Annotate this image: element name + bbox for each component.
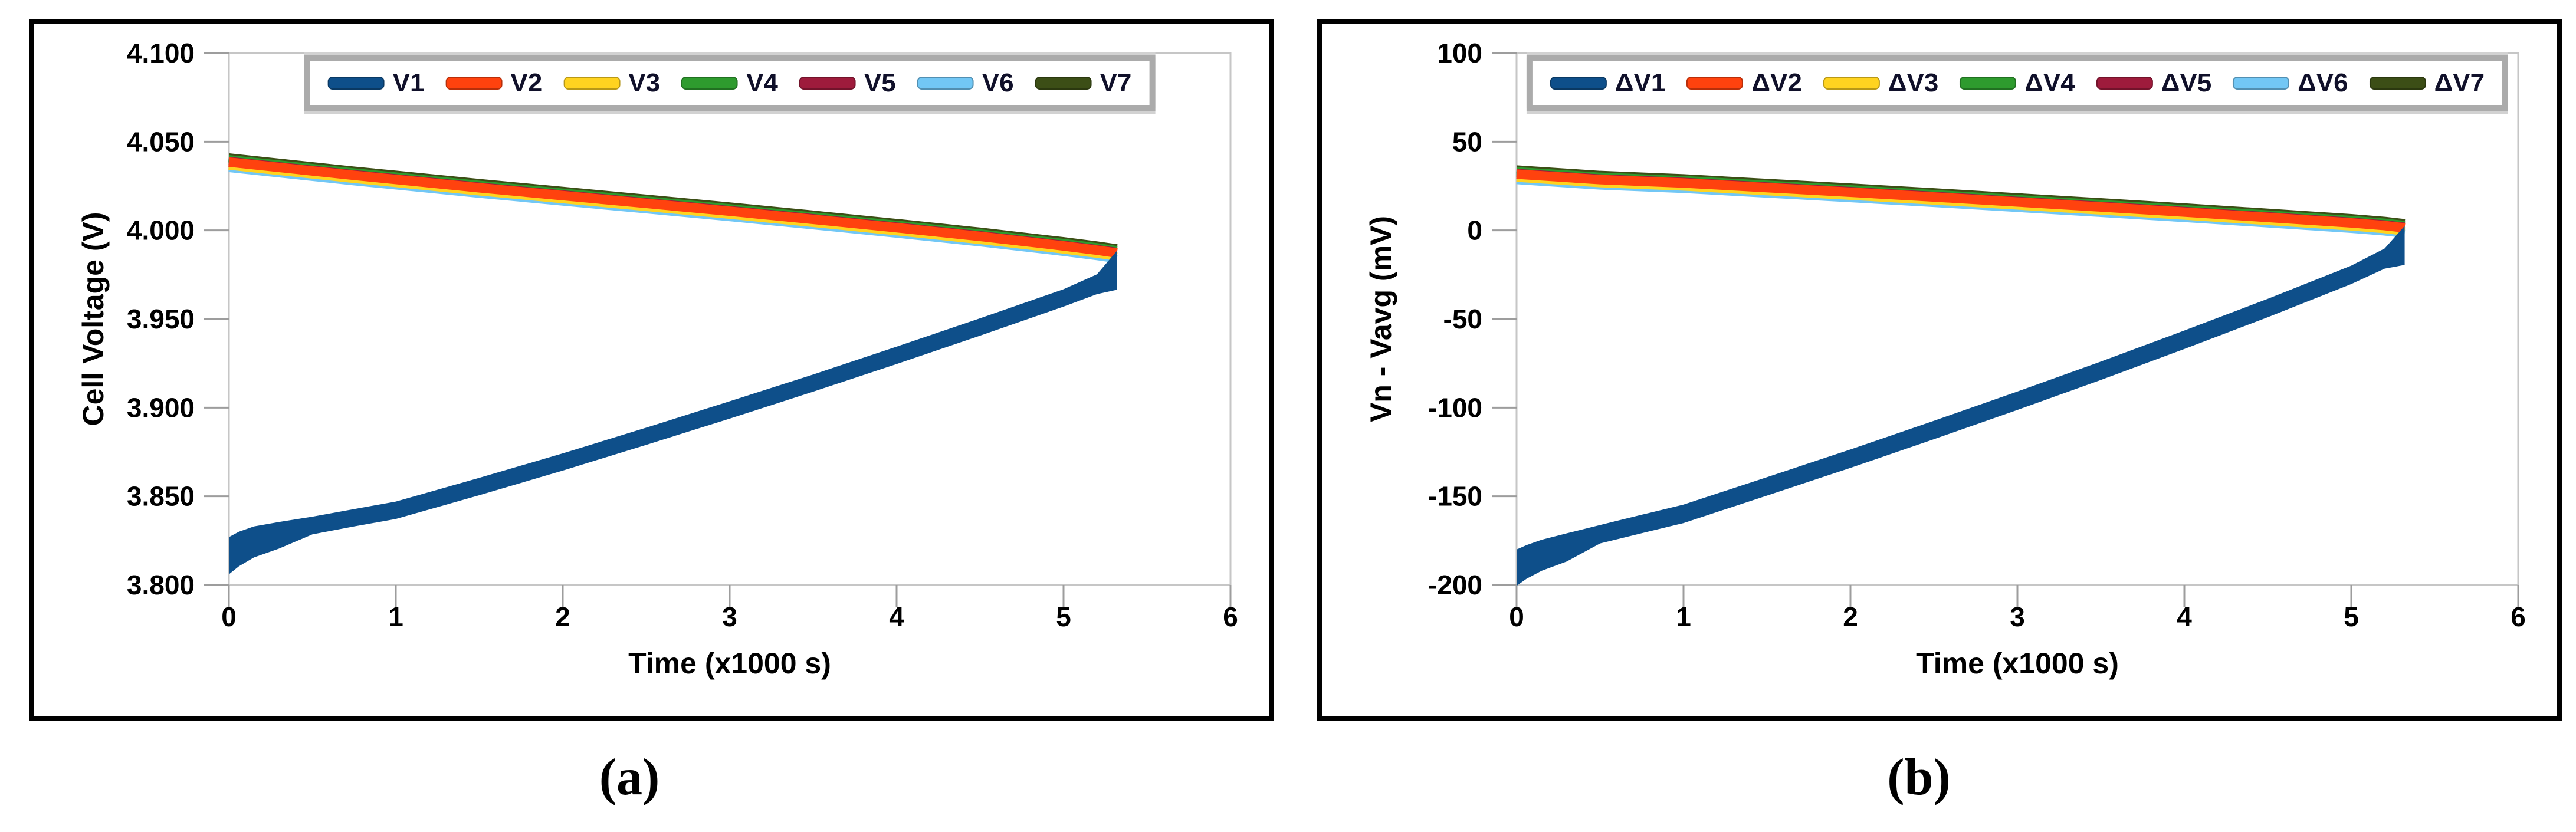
- legend-label: ΔV7: [2434, 68, 2485, 97]
- y-tick-label: -100: [1428, 392, 1482, 423]
- chart-b-y-axis-title: Vn - Vavg (mV): [1364, 215, 1397, 423]
- y-tick-label: 4.000: [127, 215, 195, 246]
- legend-item-ΔV6: ΔV6: [2233, 68, 2348, 98]
- chart-a-y-axis-title: Cell Voltage (V): [77, 212, 110, 426]
- legend-item-ΔV7: ΔV7: [2369, 68, 2485, 98]
- legend-label: V5: [864, 68, 896, 97]
- series-line-V2: [228, 157, 1118, 258]
- legend-swatch-icon: [917, 77, 974, 90]
- chart-b-canvas: 100 50 0 -50 -100 -150 -200 0 1 2 3 4 5 6: [1428, 38, 2526, 632]
- legend-swatch-icon: [1823, 77, 1880, 90]
- caption-b: (b): [1887, 749, 1951, 806]
- y-tick-label: 4.050: [127, 126, 195, 157]
- x-tick-label: 5: [2344, 601, 2359, 632]
- x-tick-label: 3: [2010, 601, 2025, 632]
- y-tick-label: 3.900: [127, 392, 195, 423]
- legend-label: ΔV5: [2161, 68, 2212, 97]
- series-line-ΔV2: [1516, 169, 2406, 233]
- y-tick-label: 3.850: [127, 481, 195, 512]
- x-tick-label: 6: [1223, 601, 1238, 632]
- legend-item-V5: V5: [799, 68, 896, 98]
- legend-item-ΔV5: ΔV5: [2096, 68, 2211, 98]
- legend-swatch-icon: [445, 77, 503, 90]
- legend-swatch-icon: [681, 77, 739, 90]
- chart-a-x-axis-title: Time (x1000 s): [628, 647, 831, 680]
- y-tick-label: 3.800: [127, 570, 195, 600]
- y-tick-label: 4.100: [127, 38, 195, 68]
- legend-item-ΔV4: ΔV4: [1960, 68, 2075, 98]
- y-tick-label: 0: [1467, 215, 1482, 246]
- y-tick-label: -150: [1428, 481, 1482, 512]
- legend-item-V6: V6: [917, 68, 1014, 98]
- legend-item-V3: V3: [563, 68, 660, 98]
- y-tick-label: 3.950: [127, 304, 195, 334]
- x-tick-label: 1: [1676, 601, 1691, 632]
- legend-label: V6: [982, 68, 1014, 97]
- plot-frame: [1515, 52, 2519, 586]
- legend-label: ΔV6: [2298, 68, 2348, 97]
- legend-item-V4: V4: [681, 68, 778, 98]
- x-tick-label: 5: [1056, 601, 1071, 632]
- legend-swatch-icon: [2233, 77, 2290, 90]
- x-tick-label: 1: [388, 601, 403, 632]
- legend-label: ΔV4: [2024, 68, 2075, 97]
- panel-b: 100 50 0 -50 -100 -150 -200 0 1 2 3 4 5 6 Vn - Vavg (…: [1317, 19, 2562, 721]
- caption-a: (a): [599, 749, 660, 806]
- chart-b-legend: ΔV1 ΔV2 ΔV3 ΔV4 ΔV5 ΔV6 ΔV7: [1526, 55, 2509, 111]
- legend-swatch-icon: [2096, 77, 2153, 90]
- chart-b-x-axis-title: Time (x1000 s): [1916, 647, 2119, 680]
- y-tick-label: 50: [1452, 126, 1482, 157]
- legend-label: V2: [510, 68, 543, 97]
- legend-swatch-icon: [1960, 77, 2017, 90]
- legend-swatch-icon: [2369, 77, 2426, 90]
- legend-label: V3: [628, 68, 661, 97]
- series-band-ΔV1: [1517, 226, 2405, 586]
- legend-swatch-icon: [1686, 77, 1744, 90]
- x-tick-label: 4: [2177, 601, 2192, 632]
- x-tick-label: 2: [1843, 601, 1858, 632]
- y-tick-label: -200: [1428, 570, 1482, 600]
- legend-item-ΔV1: ΔV1: [1550, 68, 1665, 98]
- legend-swatch-icon: [1550, 77, 1607, 90]
- x-tick-label: 0: [1509, 601, 1524, 632]
- legend-swatch-icon: [799, 77, 856, 90]
- legend-swatch-icon: [1035, 77, 1092, 90]
- legend-item-V7: V7: [1035, 68, 1132, 98]
- y-tick-label: 100: [1437, 38, 1482, 68]
- legend-item-V2: V2: [445, 68, 542, 98]
- y-tick-label: -50: [1443, 304, 1482, 334]
- legend-label: ΔV1: [1614, 68, 1666, 97]
- legend-item-V1: V1: [327, 68, 425, 98]
- panel-a: 4.100 4.050 4.000 3.950 3.900 3.850 3.800 0 1 2 3 4…: [29, 19, 1274, 721]
- legend-label: ΔV3: [1888, 68, 1939, 97]
- legend-label: V7: [1100, 68, 1132, 97]
- x-tick-label: 3: [722, 601, 737, 632]
- chart-a-legend: V1 V2 V3 V4 V5 V6 V7: [304, 55, 1156, 111]
- legend-label: ΔV2: [1751, 68, 1802, 97]
- legend-label: V4: [746, 68, 778, 97]
- x-tick-label: 6: [2511, 601, 2526, 632]
- x-tick-label: 4: [889, 601, 904, 632]
- x-tick-label: 2: [555, 601, 570, 632]
- x-tick-label: 0: [221, 601, 237, 632]
- series-band-V1: [229, 251, 1117, 574]
- legend-label: V1: [392, 68, 425, 97]
- legend-item-ΔV2: ΔV2: [1686, 68, 1802, 98]
- chart-a-canvas: 4.100 4.050 4.000 3.950 3.900 3.850 3.800 0 1 2 3 4…: [127, 38, 1238, 632]
- legend-swatch-icon: [327, 77, 385, 90]
- legend-item-ΔV3: ΔV3: [1823, 68, 1938, 98]
- legend-swatch-icon: [563, 77, 621, 90]
